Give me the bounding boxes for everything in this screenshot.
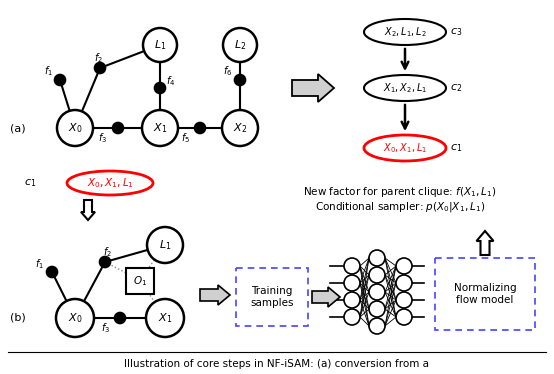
Text: $X_2,L_1,L_2$: $X_2,L_1,L_2$ xyxy=(383,25,427,39)
Text: $f_3$: $f_3$ xyxy=(101,321,111,335)
Circle shape xyxy=(146,299,184,337)
Text: (a): (a) xyxy=(10,123,26,133)
Circle shape xyxy=(56,299,94,337)
Text: $L_1$: $L_1$ xyxy=(154,38,166,52)
Circle shape xyxy=(344,258,360,274)
Ellipse shape xyxy=(364,19,446,45)
FancyArrow shape xyxy=(81,200,95,220)
Circle shape xyxy=(57,110,93,146)
Circle shape xyxy=(369,318,385,334)
Text: Illustration of core steps in NF-iSAM: (a) conversion from a: Illustration of core steps in NF-iSAM: (… xyxy=(125,359,429,369)
Circle shape xyxy=(369,301,385,317)
Text: $X_0,X_1,L_1$: $X_0,X_1,L_1$ xyxy=(383,141,427,155)
Circle shape xyxy=(95,62,105,74)
Circle shape xyxy=(142,110,178,146)
FancyArrow shape xyxy=(312,287,340,307)
Circle shape xyxy=(396,309,412,325)
Circle shape xyxy=(143,28,177,62)
Text: $L_2$: $L_2$ xyxy=(234,38,246,52)
FancyArrow shape xyxy=(476,231,494,255)
Text: $f_1$: $f_1$ xyxy=(44,64,54,78)
Circle shape xyxy=(222,110,258,146)
Circle shape xyxy=(396,275,412,291)
Text: $c_3$: $c_3$ xyxy=(450,26,462,38)
Circle shape xyxy=(194,123,206,134)
Circle shape xyxy=(344,275,360,291)
Circle shape xyxy=(115,313,126,324)
Circle shape xyxy=(234,74,245,86)
Text: $O_1$: $O_1$ xyxy=(133,274,147,288)
Text: $X_0$: $X_0$ xyxy=(68,311,82,325)
Text: $X_2$: $X_2$ xyxy=(233,121,247,135)
Text: $f_2$: $f_2$ xyxy=(102,245,111,259)
Text: New factor for parent clique: $f(X_1, L_1)$: New factor for parent clique: $f(X_1, L_… xyxy=(303,185,497,199)
Circle shape xyxy=(396,258,412,274)
Text: $X_1$: $X_1$ xyxy=(158,311,172,325)
Circle shape xyxy=(100,257,110,267)
Circle shape xyxy=(147,227,183,263)
Ellipse shape xyxy=(67,171,153,195)
Circle shape xyxy=(344,292,360,308)
Text: $X_0,X_1,L_1$: $X_0,X_1,L_1$ xyxy=(86,176,134,190)
Circle shape xyxy=(223,28,257,62)
FancyArrow shape xyxy=(200,285,230,305)
Text: $X_0$: $X_0$ xyxy=(68,121,82,135)
Circle shape xyxy=(369,250,385,266)
Text: $f_6$: $f_6$ xyxy=(223,64,233,78)
Circle shape xyxy=(155,83,166,94)
Circle shape xyxy=(112,123,124,134)
Circle shape xyxy=(369,284,385,300)
Text: $X_1,X_2,L_1$: $X_1,X_2,L_1$ xyxy=(383,81,427,95)
Text: $f_4$: $f_4$ xyxy=(166,74,176,88)
Circle shape xyxy=(396,292,412,308)
Text: $X_1$: $X_1$ xyxy=(153,121,167,135)
Text: Normalizing
flow model: Normalizing flow model xyxy=(454,283,516,305)
Circle shape xyxy=(54,74,65,86)
FancyArrow shape xyxy=(292,74,334,102)
Ellipse shape xyxy=(364,75,446,101)
FancyBboxPatch shape xyxy=(435,258,535,330)
Text: (b): (b) xyxy=(10,313,26,323)
Circle shape xyxy=(369,267,385,283)
Circle shape xyxy=(344,309,360,325)
Ellipse shape xyxy=(364,135,446,161)
Text: Training
samples: Training samples xyxy=(250,286,294,308)
Text: $f_5$: $f_5$ xyxy=(181,131,191,145)
FancyBboxPatch shape xyxy=(126,268,154,294)
Circle shape xyxy=(47,267,58,278)
Text: $f_3$: $f_3$ xyxy=(99,131,107,145)
Text: $c_2$: $c_2$ xyxy=(450,82,462,94)
Text: $f_2$: $f_2$ xyxy=(94,51,102,65)
Text: $f_1$: $f_1$ xyxy=(35,257,44,271)
Text: $c_1$: $c_1$ xyxy=(450,142,462,154)
Text: Conditional sampler: $p(X_0|X_1, L_1)$: Conditional sampler: $p(X_0|X_1, L_1)$ xyxy=(315,200,485,214)
Text: $c_1$: $c_1$ xyxy=(24,177,36,189)
Text: $L_1$: $L_1$ xyxy=(159,238,171,252)
FancyBboxPatch shape xyxy=(236,268,308,326)
